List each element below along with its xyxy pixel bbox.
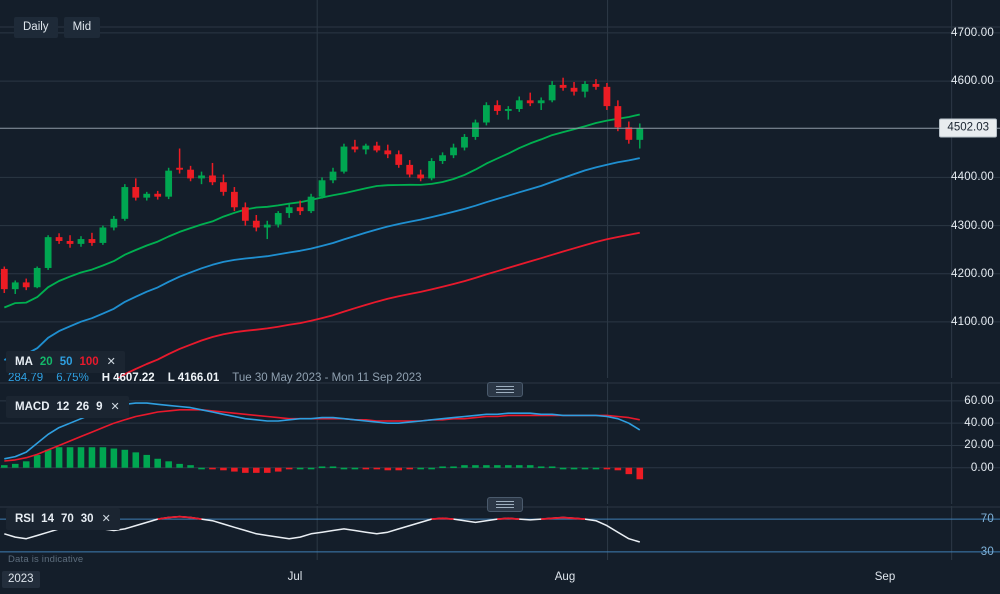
ma-period-20[interactable]: 20: [39, 355, 53, 368]
period-low: L 4166.01: [168, 372, 220, 384]
macd-tick-20: 20.00: [964, 439, 994, 452]
grip-line: [496, 392, 514, 393]
grip-line: [496, 501, 514, 502]
rsi-param-oversold[interactable]: 30: [80, 512, 94, 525]
time-tick-aug[interactable]: Aug: [554, 571, 576, 583]
macd-legend-title: MACD: [15, 400, 50, 413]
change-percent: 6.75%: [56, 372, 89, 384]
macd-pane[interactable]: [0, 382, 1000, 504]
change-value: 284.79: [8, 372, 44, 384]
ma-close-icon[interactable]: ✕: [106, 356, 116, 368]
macd-tick-60: 60.00: [964, 394, 994, 407]
rsi-plot-svg: [0, 506, 1000, 560]
price-tick-4100: 4100.00: [951, 315, 994, 328]
ma-period-50[interactable]: 50: [59, 355, 73, 368]
rsi-indicator-legend[interactable]: RSI 14 70 30 ✕: [6, 508, 120, 530]
price-tick-4700: 4700.00: [951, 26, 994, 39]
tab-daily[interactable]: Daily: [14, 17, 58, 38]
indicative-data-note: Data is indicative: [8, 554, 84, 565]
high-value: 4607.22: [113, 372, 155, 384]
rsi-pane[interactable]: [0, 506, 1000, 560]
price-plot-svg: [0, 0, 1000, 378]
price-tick-4600: 4600.00: [951, 75, 994, 88]
time-axis[interactable]: 2023 Jul Aug Sep: [0, 560, 1000, 594]
macd-tick-0: 0.00: [970, 461, 994, 474]
rsi-tick-70: 70: [980, 513, 994, 526]
ma-period-100[interactable]: 100: [79, 355, 99, 368]
ohlc-summary-bar: 284.79 6.75% H 4607.22 L 4166.01 Tue 30 Ma…: [8, 372, 422, 384]
rsi-axis[interactable]: 70 30: [930, 506, 1000, 560]
ma-indicator-legend[interactable]: MA 20 50 100 ✕: [6, 351, 125, 373]
grip-line: [496, 386, 514, 387]
date-range-label: Tue 30 May 2023 - Mon 11 Sep 2023: [232, 372, 422, 384]
current-price-badge: 4502.03: [939, 118, 997, 138]
macd-param-signal[interactable]: 9: [96, 400, 103, 413]
grip-line: [496, 507, 514, 508]
macd-axis[interactable]: 60.00 40.00 20.00 0.00: [930, 382, 1000, 504]
low-key: L: [167, 372, 175, 384]
price-axis[interactable]: 4700.00 4600.00 4400.00 4300.00 4200.00 4100.…: [930, 0, 1000, 378]
time-tick-jul[interactable]: Jul: [287, 571, 303, 583]
high-key: H: [101, 372, 111, 384]
ma-legend-title: MA: [15, 355, 33, 368]
time-tick-sep[interactable]: Sep: [874, 571, 896, 583]
rsi-tick-30: 30: [980, 545, 994, 558]
time-tick-2023[interactable]: 2023: [2, 571, 40, 588]
price-tick-4200: 4200.00: [951, 267, 994, 280]
macd-tick-40: 40.00: [964, 417, 994, 430]
period-high: H 4607.22: [102, 372, 155, 384]
rsi-param-overbought[interactable]: 70: [60, 512, 74, 525]
rsi-legend-title: RSI: [15, 512, 35, 525]
grip-line: [496, 504, 514, 505]
macd-param-fast[interactable]: 12: [56, 400, 70, 413]
macd-param-slow[interactable]: 26: [76, 400, 90, 413]
rsi-close-icon[interactable]: ✕: [101, 513, 111, 525]
macd-close-icon[interactable]: ✕: [110, 401, 120, 413]
price-tick-4300: 4300.00: [951, 219, 994, 232]
macd-indicator-legend[interactable]: MACD 12 26 9 ✕: [6, 396, 129, 418]
macd-plot-svg: [0, 382, 1000, 504]
pane-divider-handle-rsi[interactable]: [487, 497, 523, 512]
rsi-param-period[interactable]: 14: [41, 512, 54, 525]
timeframe-tab-bar: Daily Mid: [14, 17, 101, 38]
low-value: 4166.01: [177, 372, 220, 384]
price-pane[interactable]: [0, 0, 1000, 378]
tab-mid[interactable]: Mid: [63, 17, 101, 38]
pane-divider-handle-macd[interactable]: [487, 382, 523, 397]
price-tick-4400: 4400.00: [951, 171, 994, 184]
grip-line: [496, 389, 514, 390]
